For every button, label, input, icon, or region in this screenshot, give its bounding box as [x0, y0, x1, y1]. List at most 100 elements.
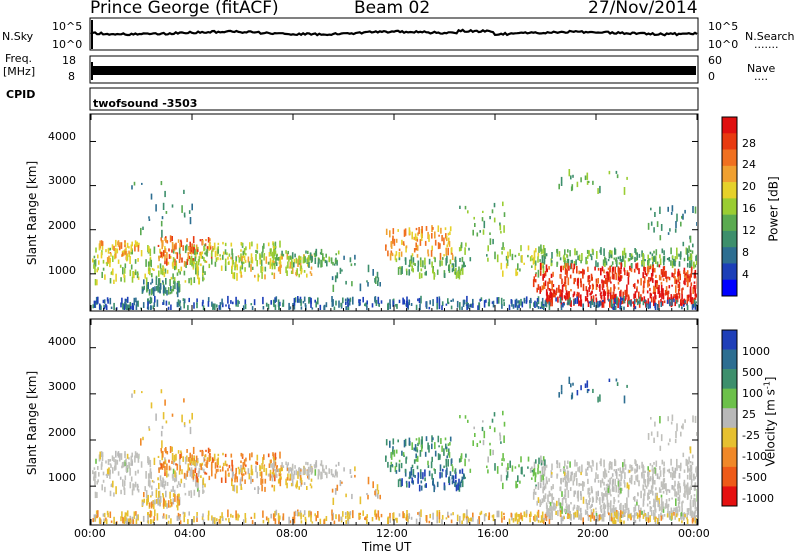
power-cell [380, 300, 383, 304]
velocity-cell [580, 491, 582, 496]
velocity-cell [309, 483, 312, 486]
velocity-cell [581, 464, 583, 473]
velocity-cell [333, 475, 336, 478]
velocity-cell [629, 464, 631, 469]
power-cell [516, 305, 519, 310]
power-cell [100, 252, 103, 259]
velocity-cell [95, 514, 97, 517]
velocity-cell [608, 484, 611, 490]
power-cell [693, 284, 695, 289]
velocity-cell [240, 464, 242, 473]
power-cell [689, 258, 691, 261]
power-cell [428, 234, 430, 242]
velocity-cell [692, 512, 694, 520]
power-cell [605, 271, 608, 274]
velocity-cell [449, 471, 452, 476]
velocity-cell [582, 481, 584, 488]
power-cell [416, 238, 419, 242]
power-cell [166, 252, 168, 259]
power-cell [610, 287, 612, 293]
power-cell [676, 247, 678, 256]
power-cell [622, 250, 624, 257]
velocity-cell [690, 465, 693, 470]
power-cell [659, 206, 661, 214]
power-cell [661, 271, 664, 278]
velocity-cell [523, 474, 525, 477]
velocity-cell [678, 484, 680, 488]
power-cell [429, 300, 431, 305]
power-cell [209, 245, 212, 248]
power-cell [402, 297, 404, 305]
velocity-cell [662, 490, 665, 494]
power-cell [171, 262, 174, 267]
velocity-cell [297, 471, 299, 479]
power-cell [325, 302, 328, 308]
power-cell [251, 241, 253, 247]
velocity-cell [548, 511, 551, 517]
velocity-cell [419, 450, 422, 457]
velocity-cell [543, 495, 545, 502]
power-cell [641, 250, 643, 257]
power-cell [281, 250, 283, 256]
velocity-cell [392, 446, 394, 450]
velocity-cell [597, 490, 599, 497]
velocity-cell [433, 484, 435, 493]
power-cell [186, 238, 188, 243]
power-cell [387, 303, 389, 310]
velocity-cell [534, 491, 537, 495]
power-cell [542, 245, 545, 251]
velocity-cell [193, 473, 195, 477]
velocity-cell [626, 497, 628, 504]
velocity-cell [635, 475, 637, 481]
power-cell [647, 303, 650, 310]
power-cell [591, 290, 593, 294]
power-cell [462, 261, 465, 268]
velocity-cell [128, 463, 131, 469]
velocity-cell [534, 486, 537, 490]
velocity-cell [287, 473, 289, 481]
velocity-cell [461, 520, 463, 524]
velocity-cell [536, 511, 539, 516]
power-cell [128, 250, 130, 254]
velocity-cell [640, 490, 642, 499]
power-cell [156, 299, 159, 307]
power-cell [280, 253, 283, 260]
velocity-cell [568, 376, 571, 384]
velocity-cell [694, 415, 697, 423]
velocity-cell [275, 509, 278, 516]
velocity-cell [455, 479, 457, 483]
power-cell [659, 254, 661, 259]
velocity-cell [652, 505, 655, 508]
power-cell [94, 279, 97, 286]
power-cell [535, 248, 537, 253]
power-cell [533, 276, 536, 282]
power-cell [160, 237, 162, 241]
power-cell [259, 260, 262, 265]
power-cell [228, 304, 230, 309]
power-cell [600, 267, 602, 276]
power-cell [433, 272, 435, 280]
power-cell [162, 281, 164, 285]
velocity-cell [479, 512, 481, 516]
velocity-cell [365, 516, 367, 521]
velocity-cell [393, 449, 396, 457]
velocity-cell [192, 474, 195, 480]
power-cell [529, 303, 531, 309]
power-cell [191, 203, 193, 211]
power-cell [391, 252, 393, 256]
velocity-cell [548, 490, 551, 497]
velocity-cell [258, 487, 260, 490]
power-cell [556, 261, 558, 267]
power-cell [324, 259, 327, 264]
vel-ytick-1000: 1000 [48, 471, 76, 484]
power-cell [678, 285, 681, 291]
velocity-cell [684, 419, 686, 423]
velocity-cell [231, 464, 234, 472]
velocity-cell [422, 472, 424, 480]
power-cell [255, 249, 257, 253]
power-cell [610, 254, 613, 258]
velocity-cell [574, 511, 577, 518]
velocity-cell [655, 487, 657, 491]
velocity-cell [570, 502, 572, 505]
power-cbar-swatch [722, 165, 737, 183]
